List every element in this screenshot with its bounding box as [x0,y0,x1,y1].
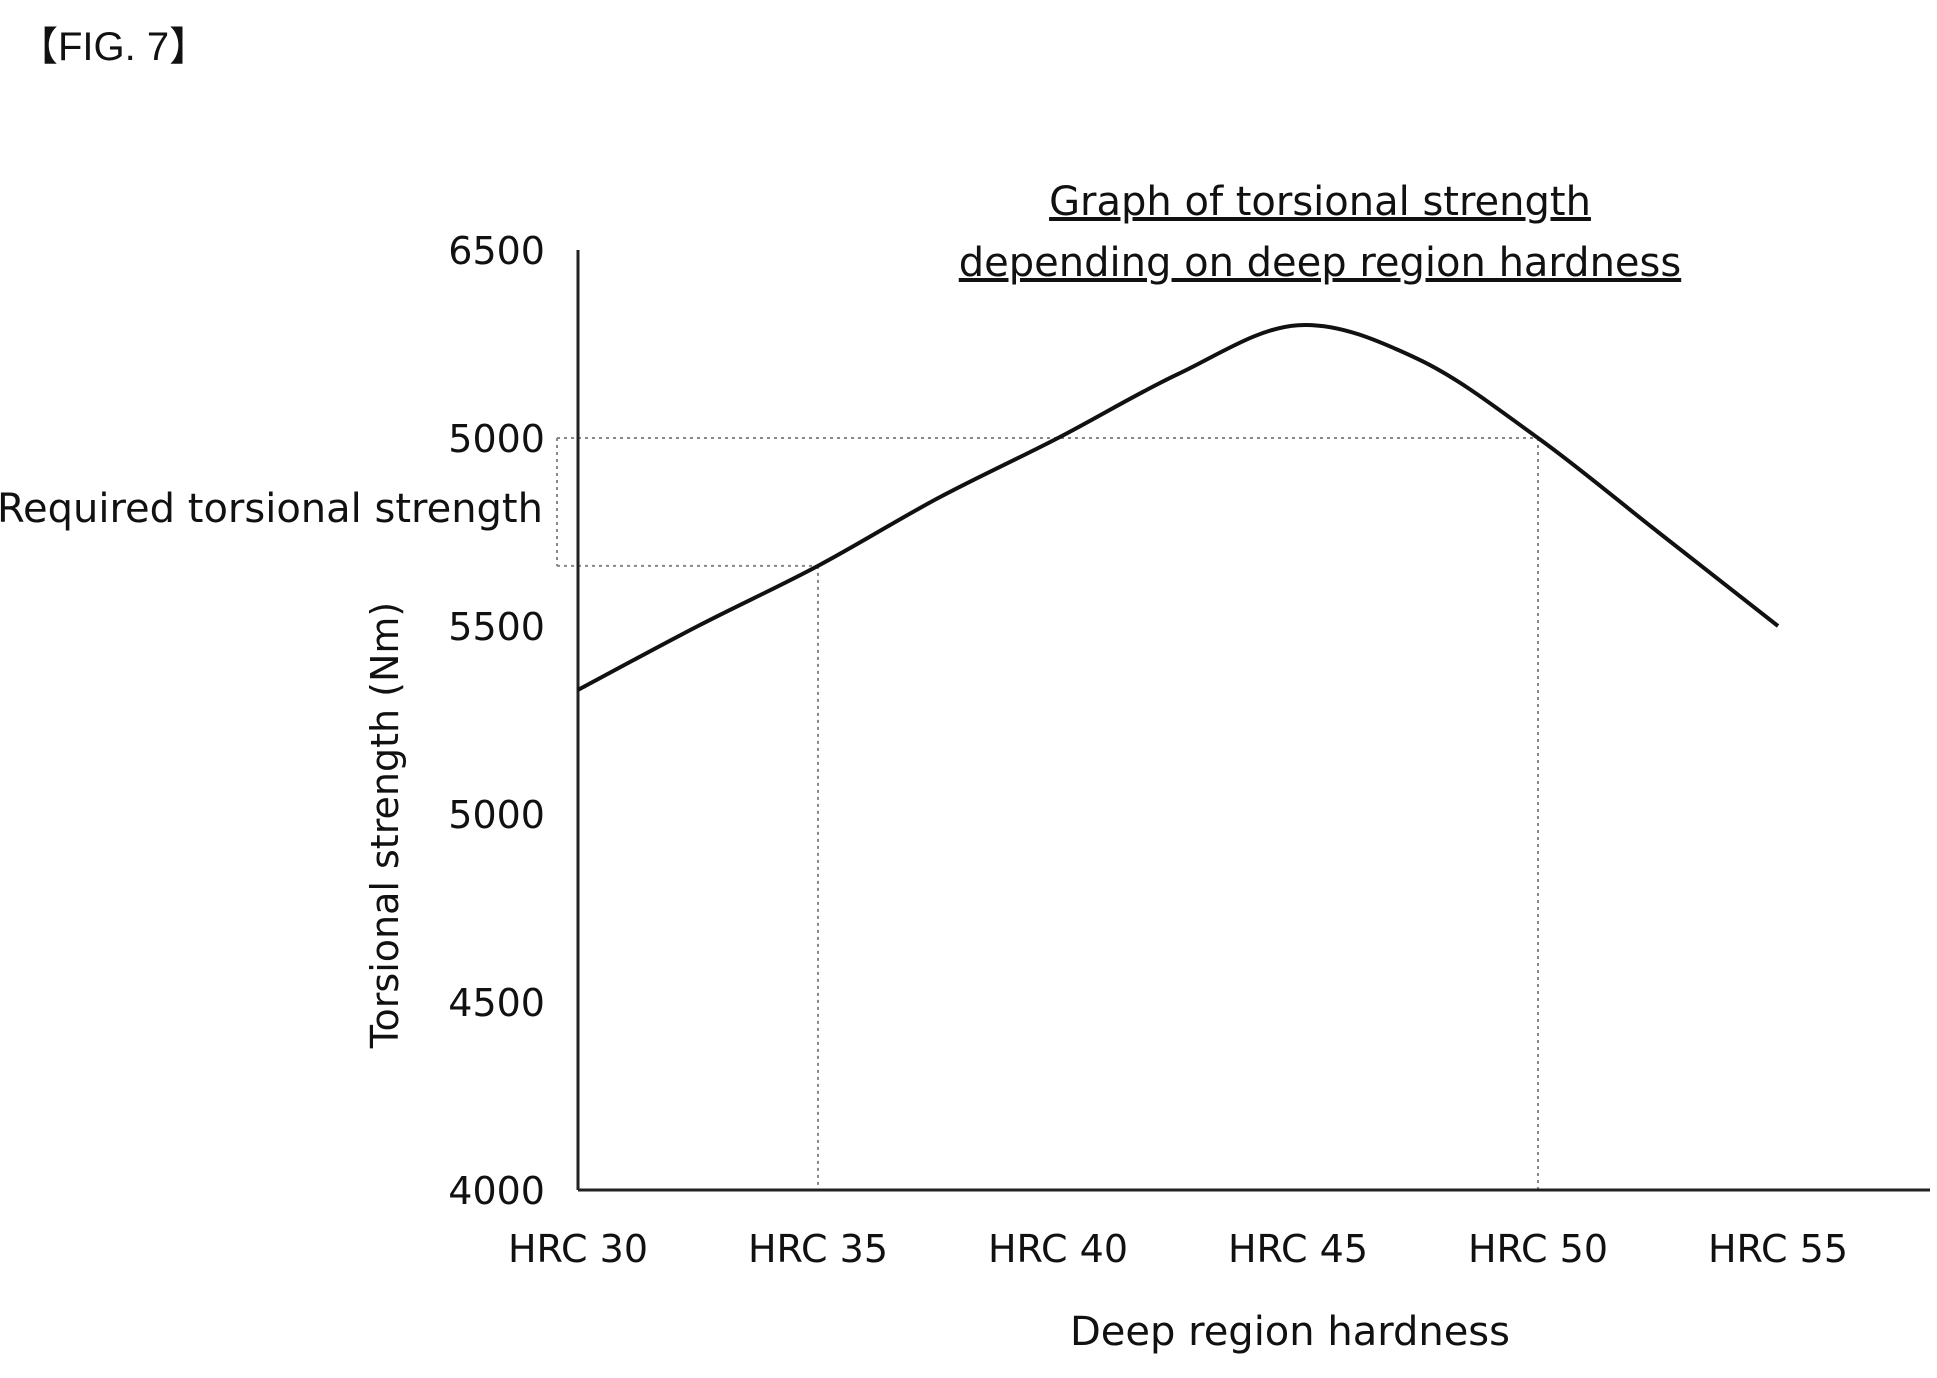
y-tick-label: 4000 [448,1169,545,1213]
y-tick-label: 5000 [448,417,545,461]
chart-title-line-1: Graph of torsional strength [1049,179,1591,225]
x-tick-label: HRC 35 [748,1227,888,1271]
axes [576,250,1930,1192]
x-tick-label: HRC 40 [988,1227,1128,1271]
guide-lines [556,437,1539,1190]
y-axis-label: Torsional strength (Nm) [363,602,407,1049]
series-line [577,322,1780,692]
series-layer [577,322,1780,692]
chart-title-line-2: depending on deep region hardness [959,240,1681,286]
figure-label: 【FIG. 7】 [18,25,210,69]
required-strength-label: Required torsional strength [0,486,543,532]
x-axis-label: Deep region hardness [1070,1309,1510,1355]
x-tick-label: HRC 55 [1708,1227,1848,1271]
x-tick-label: HRC 50 [1468,1227,1608,1271]
x-tick-label: HRC 45 [1228,1227,1368,1271]
y-tick-label: 6500 [448,229,545,273]
y-tick-label: 5500 [448,605,545,649]
y-tick-label: 5000 [448,793,545,837]
y-tick-label: 4500 [448,981,545,1025]
tick-labels: 6500 5000 5500 5000 4500 4000 HRC 30 HRC 35 HRC … [448,229,1848,1271]
x-tick-label: HRC 30 [508,1227,648,1271]
chart-labels: Graph of torsional strength depending on… [0,179,1681,1355]
